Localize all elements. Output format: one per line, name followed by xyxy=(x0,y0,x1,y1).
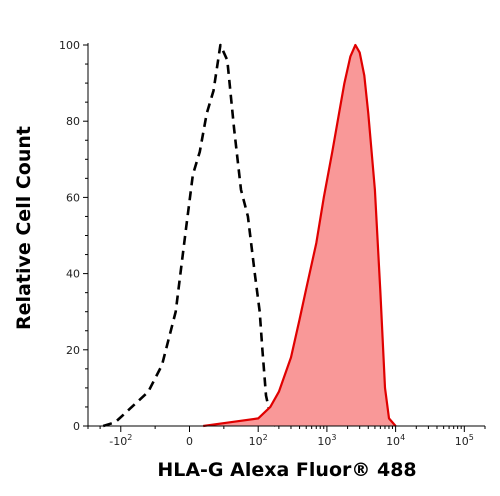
x-tick-label: 104 xyxy=(386,433,405,448)
x-tick-label: 103 xyxy=(317,433,336,448)
y-tick-label: 60 xyxy=(66,191,80,204)
plot-area xyxy=(102,43,397,428)
y-axis-title: Relative Cell Count xyxy=(13,126,35,330)
x-tick-label: 102 xyxy=(249,433,268,448)
x-tick-label: -102 xyxy=(109,433,132,448)
y-tick-label: 0 xyxy=(73,420,80,433)
x-tick-label: 0 xyxy=(186,435,193,448)
y-tick-label: 40 xyxy=(66,268,80,281)
series-1-area xyxy=(203,45,396,426)
y-tick-label: 20 xyxy=(66,344,80,357)
series-1-line xyxy=(203,43,397,428)
y-tick-label: 80 xyxy=(66,115,80,128)
series-0-line xyxy=(102,43,277,428)
x-axis-title: HLA-G Alexa Fluor® 488 xyxy=(157,459,416,481)
y-tick-label: 100 xyxy=(59,39,80,52)
axes: 0 20 40 60 80 100 -102 0 102 103 104 105 xyxy=(59,39,486,448)
x-tick-label: 105 xyxy=(455,433,474,448)
